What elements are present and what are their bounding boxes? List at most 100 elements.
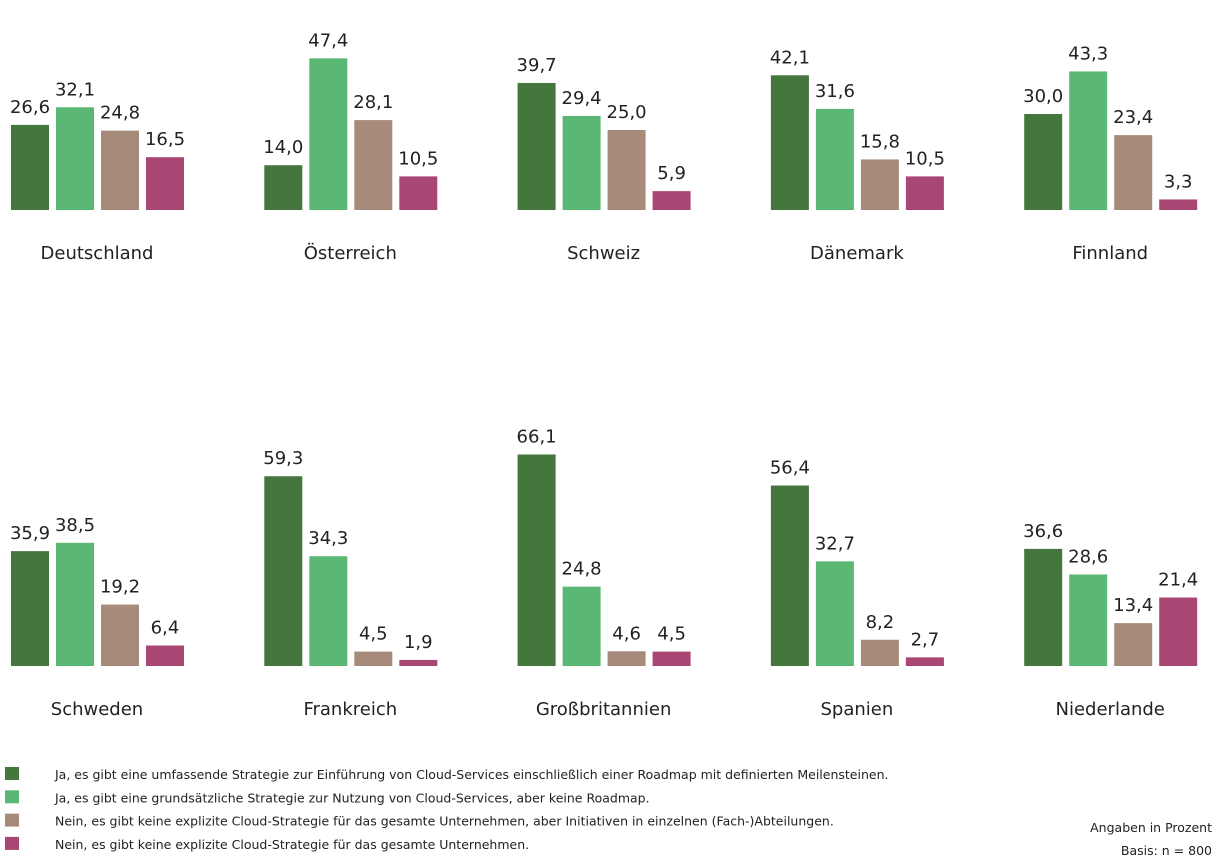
- bar: [354, 120, 393, 210]
- bar: [264, 165, 303, 210]
- bar: [607, 651, 646, 666]
- value-label: 19,2: [100, 577, 140, 598]
- value-label: 28,6: [1068, 546, 1108, 567]
- bar: [146, 157, 184, 210]
- value-label: 39,7: [517, 55, 557, 76]
- category-label: Schweiz: [567, 243, 640, 264]
- bar: [56, 542, 94, 666]
- category-label: Dänemark: [810, 243, 904, 264]
- value-label: 43,3: [1068, 43, 1108, 64]
- value-label: 24,8: [562, 559, 602, 580]
- value-label: 1,9: [404, 632, 433, 653]
- bar: [1069, 71, 1108, 210]
- value-label: 4,5: [359, 624, 388, 645]
- category-label: Finnland: [1072, 243, 1148, 264]
- bar: [652, 191, 691, 210]
- value-label: 8,2: [866, 612, 895, 633]
- legend-label: Nein, es gibt keine explizite Cloud-Stra…: [55, 814, 834, 829]
- value-label: 32,7: [815, 533, 855, 554]
- bar: [1024, 548, 1063, 666]
- bar: [517, 82, 556, 210]
- legend-swatch: [5, 767, 19, 780]
- value-label: 3,3: [1164, 171, 1193, 192]
- value-label: 29,4: [562, 88, 602, 109]
- value-label: 6,4: [151, 618, 180, 639]
- value-label: 10,5: [398, 148, 438, 169]
- value-label: 15,8: [860, 131, 900, 152]
- value-label: 30,0: [1023, 86, 1063, 107]
- value-label: 66,1: [517, 426, 557, 447]
- bar: [101, 604, 139, 666]
- value-label: 59,3: [263, 448, 303, 469]
- value-label: 13,4: [1113, 595, 1153, 616]
- value-label: 2,7: [911, 629, 940, 650]
- value-label: 23,4: [1113, 107, 1153, 128]
- bar: [517, 454, 556, 666]
- value-label: 36,6: [1023, 521, 1063, 542]
- bar: [815, 561, 854, 666]
- value-label: 21,4: [1158, 570, 1198, 591]
- bar: [562, 586, 601, 666]
- value-label: 42,1: [770, 47, 810, 68]
- category-label: Österreich: [304, 242, 397, 264]
- note: Basis: n = 800: [1121, 843, 1212, 858]
- category-label: Spanien: [821, 699, 894, 720]
- value-label: 47,4: [308, 30, 348, 51]
- value-label: 32,1: [55, 79, 95, 100]
- value-label: 25,0: [607, 102, 647, 123]
- legend-swatch: [5, 836, 19, 850]
- bar: [56, 107, 94, 210]
- category-label: Frankreich: [303, 699, 397, 720]
- bar: [1159, 597, 1198, 666]
- value-label: 28,1: [353, 92, 393, 113]
- category-label: Großbritannien: [536, 699, 672, 720]
- bar: [309, 556, 348, 666]
- value-label: 14,0: [263, 137, 303, 158]
- bar: [1069, 574, 1108, 666]
- bar: [101, 130, 139, 210]
- bar: [905, 657, 944, 666]
- legend-label: Nein, es gibt keine explizite Cloud-Stra…: [55, 837, 529, 852]
- value-label: 26,6: [10, 97, 50, 118]
- legend-label: Ja, es gibt eine umfassende Strategie zu…: [54, 767, 888, 782]
- value-label: 10,5: [905, 148, 945, 169]
- value-label: 5,9: [657, 163, 686, 184]
- value-label: 4,6: [612, 623, 641, 644]
- legend-swatch: [5, 813, 19, 827]
- bar: [399, 659, 438, 666]
- value-label: 34,3: [308, 528, 348, 549]
- value-label: 16,5: [145, 129, 185, 150]
- bar: [264, 476, 303, 666]
- bar: [11, 551, 49, 666]
- bar: [562, 115, 601, 210]
- legend-swatch: [5, 790, 19, 804]
- bar: [1114, 135, 1153, 210]
- bar: [1159, 199, 1198, 210]
- value-label: 24,8: [100, 103, 140, 124]
- category-label: Niederlande: [1056, 699, 1165, 720]
- bar: [399, 176, 438, 210]
- bar: [652, 651, 691, 666]
- bar: [1024, 114, 1063, 210]
- bar: [1114, 623, 1153, 666]
- value-label: 35,9: [10, 523, 50, 544]
- bar: [607, 130, 646, 210]
- bar: [309, 58, 348, 210]
- bar: [860, 159, 899, 210]
- bar: [354, 651, 393, 666]
- category-label: Schweden: [51, 699, 143, 720]
- value-label: 4,5: [657, 624, 686, 645]
- bar: [905, 176, 944, 210]
- bar: [11, 124, 49, 210]
- bar: [770, 75, 809, 210]
- bar: [815, 108, 854, 210]
- value-label: 56,4: [770, 458, 810, 479]
- value-label: 31,6: [815, 81, 855, 102]
- bar: [146, 645, 184, 666]
- legend-label: Ja, es gibt eine grundsätzliche Strategi…: [54, 790, 650, 805]
- category-label: Deutschland: [41, 243, 154, 264]
- note: Angaben in Prozent: [1090, 820, 1212, 835]
- bar: [860, 639, 899, 666]
- bar: [770, 485, 809, 666]
